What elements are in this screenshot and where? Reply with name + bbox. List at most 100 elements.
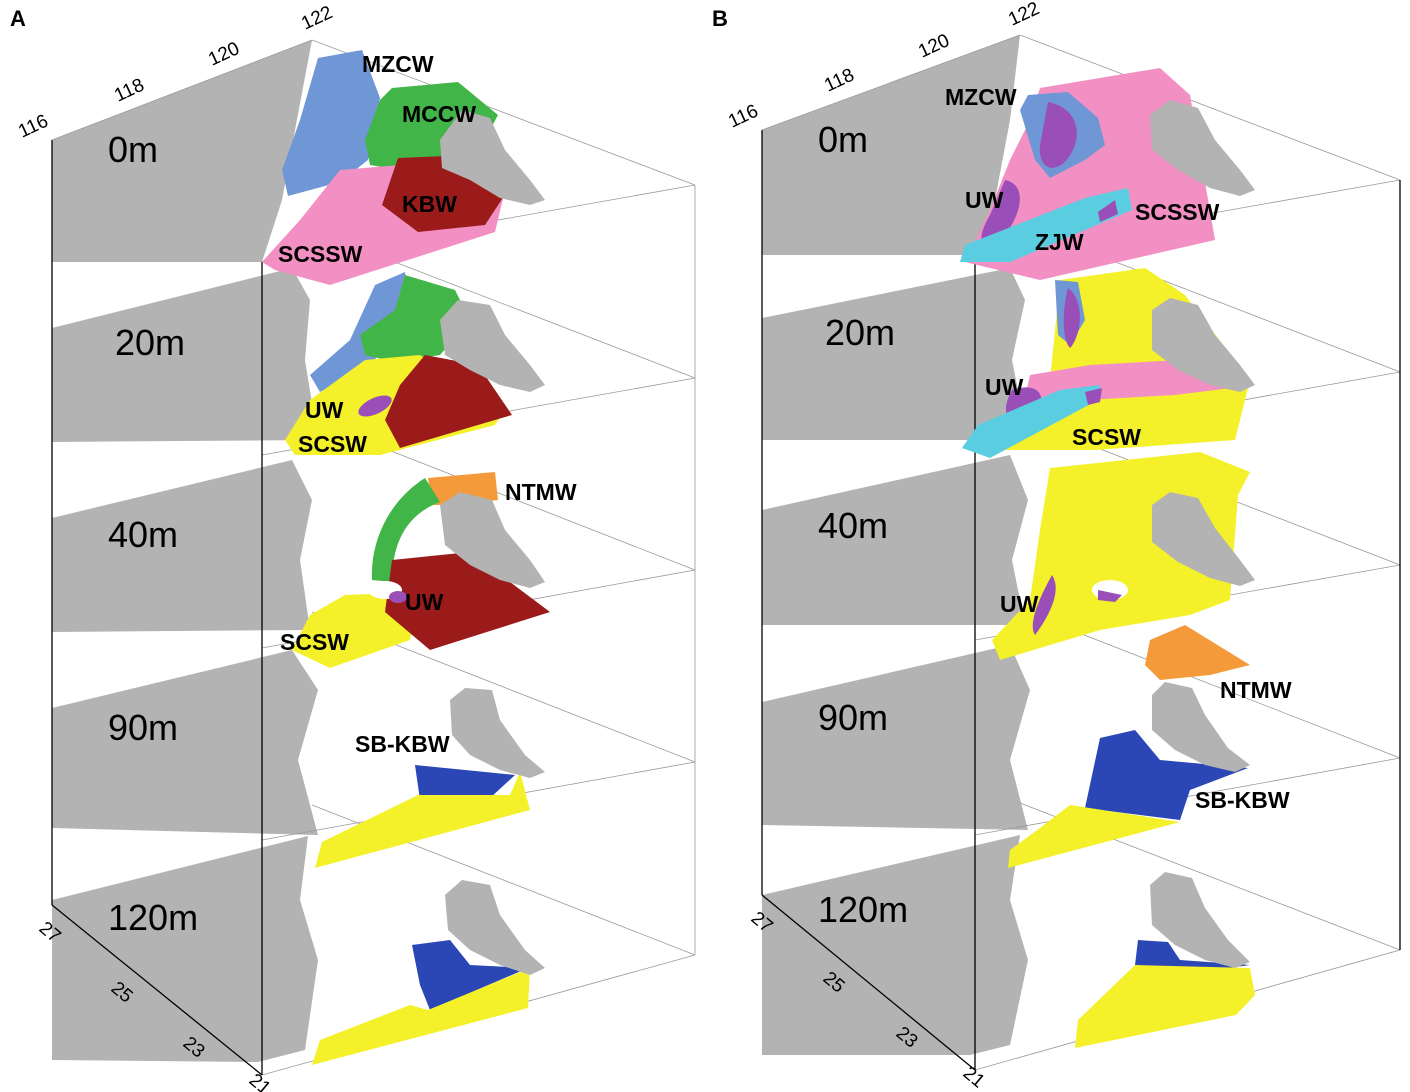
panel-b: B bbox=[712, 0, 1401, 1092]
mzcw-20m-region bbox=[310, 272, 410, 392]
uw-40m-b-patch bbox=[1098, 590, 1122, 602]
panel-a-120m-masses bbox=[312, 880, 545, 1065]
panel-a-90m-masses bbox=[315, 688, 545, 868]
uw-20m-region bbox=[358, 395, 392, 417]
sb-kbw-90m-region bbox=[415, 765, 515, 800]
taiwan-120m-b bbox=[1150, 872, 1250, 968]
panel-b-letter: B bbox=[712, 6, 728, 31]
water-mass-label: SCSW bbox=[298, 431, 367, 457]
uw-0m-north bbox=[1039, 102, 1077, 168]
panel-b-40m-masses bbox=[992, 452, 1255, 660]
panel-b-20m-masses bbox=[962, 268, 1255, 458]
panel-a-letter: A bbox=[10, 6, 26, 31]
scsw-120m-b-region bbox=[1075, 965, 1255, 1048]
ntmw-90m-b-region bbox=[1145, 625, 1250, 680]
water-mass-label: UW bbox=[985, 374, 1024, 400]
depth-label: 20m bbox=[115, 322, 185, 363]
uw-0m-patch bbox=[1098, 200, 1118, 222]
water-mass-label: UW bbox=[965, 187, 1004, 213]
taiwan-40m-b bbox=[1152, 492, 1255, 586]
lon-tick: 122 bbox=[1005, 0, 1043, 31]
water-mass-label: NTMW bbox=[505, 479, 577, 505]
lon-tick: 122 bbox=[298, 2, 336, 34]
scsw-90m-region bbox=[315, 772, 530, 868]
water-mass-label: SB-KBW bbox=[1195, 787, 1290, 813]
lon-tick: 116 bbox=[725, 101, 761, 133]
panel-a-20m-masses bbox=[285, 272, 545, 455]
sb-kbw-120m-region bbox=[412, 940, 528, 1010]
lon-tick: 120 bbox=[205, 38, 243, 70]
depth-label: 90m bbox=[818, 697, 888, 738]
mccw-20m-region bbox=[360, 275, 470, 362]
depth-label: 120m bbox=[108, 897, 198, 938]
mainland-20m bbox=[762, 268, 1028, 440]
depth-label: 40m bbox=[108, 514, 178, 555]
water-mass-label: UW bbox=[405, 589, 444, 615]
taiwan-0m-b bbox=[1150, 100, 1255, 196]
ntmw-40m-region bbox=[428, 472, 498, 505]
mzcw-region bbox=[282, 50, 380, 196]
depth-label: 0m bbox=[818, 119, 868, 160]
uw-0m-region bbox=[981, 180, 1020, 246]
water-mass-label: UW bbox=[1000, 591, 1039, 617]
uw-20m-b-patch bbox=[1085, 388, 1102, 405]
mainland-20m bbox=[52, 268, 318, 442]
mainland-40m bbox=[52, 460, 312, 632]
water-mass-label: SCSSW bbox=[1135, 199, 1220, 225]
panel-b-0m-masses bbox=[960, 68, 1255, 280]
kbw-20m-region bbox=[385, 355, 512, 448]
taiwan-40m bbox=[440, 492, 545, 588]
scsw-90m-b-region bbox=[1008, 805, 1180, 868]
water-mass-label: MZCW bbox=[945, 84, 1017, 110]
zjw-20m-b-region bbox=[962, 385, 1100, 458]
panel-b-120m-masses bbox=[1075, 872, 1255, 1048]
lon-tick: 120 bbox=[915, 30, 953, 62]
panel-a: A bbox=[10, 2, 696, 1092]
water-mass-label: NTMW bbox=[1220, 677, 1292, 703]
taiwan-0m bbox=[440, 110, 545, 205]
water-mass-label: UW bbox=[305, 397, 344, 423]
taiwan-20m bbox=[440, 300, 545, 392]
water-mass-label: MCCW bbox=[402, 101, 476, 127]
water-mass-label: SCSW bbox=[1072, 424, 1141, 450]
uw-40m-region bbox=[389, 591, 407, 603]
depth-label: 40m bbox=[818, 505, 888, 546]
water-mass-label: SCSSW bbox=[278, 241, 363, 267]
depth-label: 90m bbox=[108, 707, 178, 748]
panel-a-0m-masses bbox=[262, 50, 545, 285]
mainland-90m bbox=[52, 650, 318, 835]
water-mass-label: SCSW bbox=[280, 629, 349, 655]
depth-label: 120m bbox=[818, 889, 908, 930]
lon-tick: 118 bbox=[821, 65, 857, 97]
mainland-0m bbox=[52, 40, 312, 262]
scsw-120m-region bbox=[312, 968, 530, 1065]
mainland-120m bbox=[52, 836, 318, 1062]
taiwan-90m bbox=[450, 688, 545, 778]
sb-kbw-90m-b-region bbox=[1085, 730, 1248, 820]
mainland-0m bbox=[762, 35, 1020, 255]
taiwan-20m-b bbox=[1152, 298, 1255, 392]
water-mass-label: KBW bbox=[402, 191, 457, 217]
kbw-40m-region bbox=[385, 552, 550, 650]
mainland-40m bbox=[762, 455, 1028, 625]
mainland-120m bbox=[762, 835, 1028, 1055]
panel-b-mainland bbox=[762, 35, 1030, 1055]
lon-tick: 116 bbox=[15, 111, 51, 143]
panel-a-40m-masses bbox=[292, 472, 550, 668]
uw-20m-north-b bbox=[1063, 288, 1080, 348]
mainland-90m bbox=[762, 645, 1030, 830]
depth-label: 0m bbox=[108, 129, 158, 170]
lon-tick: 118 bbox=[111, 75, 147, 107]
uw-40m-b-region bbox=[1032, 575, 1056, 635]
panel-b-90m-masses bbox=[1008, 625, 1250, 868]
taiwan-120m bbox=[445, 880, 545, 975]
panel-a-mainland bbox=[52, 40, 318, 1062]
mccw-40m-region bbox=[371, 478, 440, 582]
taiwan-90m-b bbox=[1152, 682, 1250, 772]
zjw-0m-region bbox=[960, 188, 1132, 262]
water-mass-label: MZCW bbox=[362, 51, 434, 77]
water-mass-label: ZJW bbox=[1035, 229, 1084, 255]
depth-label: 20m bbox=[825, 312, 895, 353]
water-mass-label: SB-KBW bbox=[355, 731, 450, 757]
